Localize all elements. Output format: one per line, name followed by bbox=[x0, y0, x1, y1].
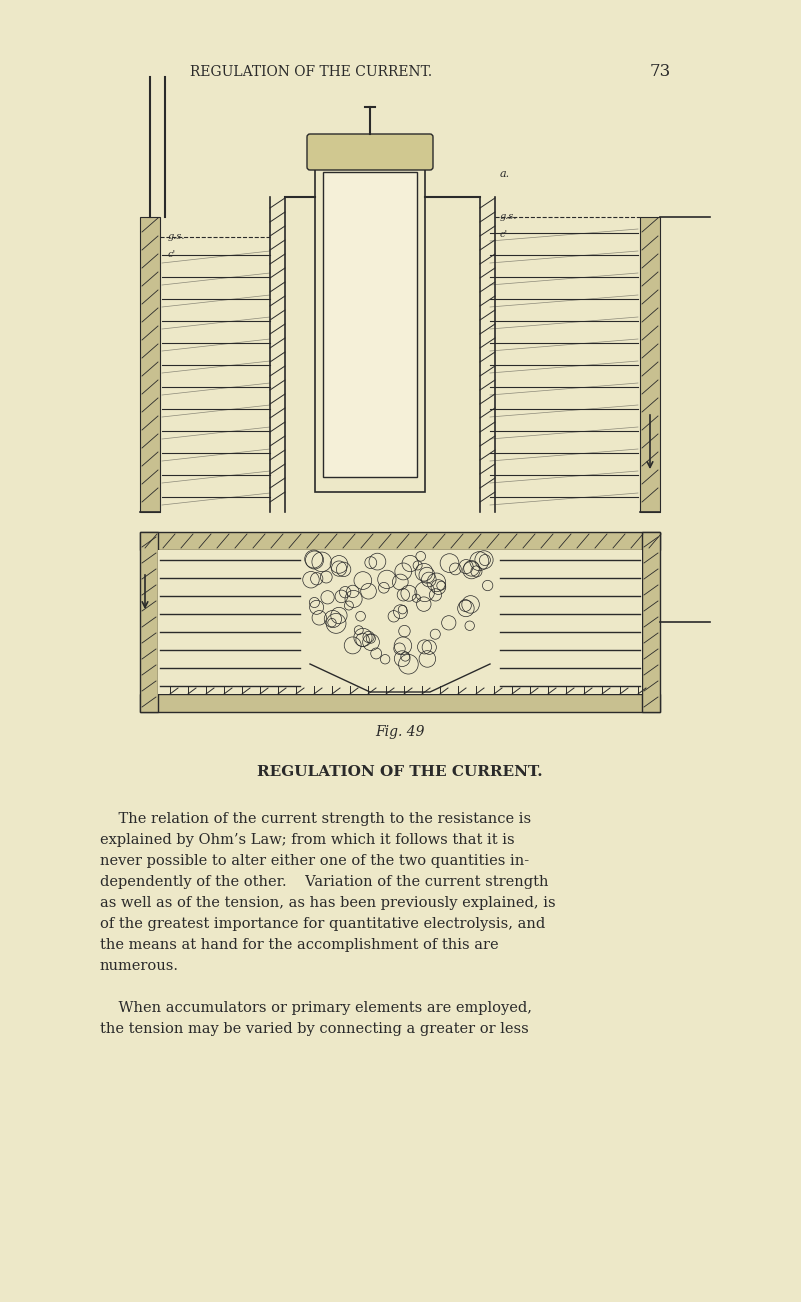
Bar bbox=[140, 694, 660, 712]
Text: the tension may be varied by connecting a greater or less: the tension may be varied by connecting … bbox=[100, 1022, 529, 1036]
Text: g.s.: g.s. bbox=[500, 212, 517, 221]
Text: Fig. 49: Fig. 49 bbox=[375, 725, 425, 740]
Text: c': c' bbox=[500, 230, 508, 240]
Text: g.s.: g.s. bbox=[168, 232, 186, 241]
Bar bbox=[140, 533, 158, 712]
Text: REGULATION OF THE CURRENT.: REGULATION OF THE CURRENT. bbox=[257, 766, 543, 779]
Text: a.: a. bbox=[500, 169, 510, 178]
Text: c': c' bbox=[168, 250, 176, 259]
Text: numerous.: numerous. bbox=[100, 960, 179, 973]
Bar bbox=[640, 217, 660, 512]
FancyBboxPatch shape bbox=[307, 134, 433, 171]
Text: When accumulators or primary elements are employed,: When accumulators or primary elements ar… bbox=[100, 1001, 532, 1016]
Bar bbox=[642, 533, 660, 712]
Text: 73: 73 bbox=[650, 64, 671, 81]
Text: REGULATION OF THE CURRENT.: REGULATION OF THE CURRENT. bbox=[190, 65, 432, 79]
Bar bbox=[140, 217, 160, 512]
Text: of the greatest importance for quantitative electrolysis, and: of the greatest importance for quantitat… bbox=[100, 917, 545, 931]
Bar bbox=[140, 533, 660, 549]
Bar bbox=[315, 158, 425, 492]
Text: as well as of the tension, as has been previously explained, is: as well as of the tension, as has been p… bbox=[100, 896, 556, 910]
Bar bbox=[323, 172, 417, 477]
Text: The relation of the current strength to the resistance is: The relation of the current strength to … bbox=[100, 812, 531, 825]
Text: never possible to alter either one of the two quantities in-: never possible to alter either one of th… bbox=[100, 854, 529, 868]
Text: dependently of the other.    Variation of the current strength: dependently of the other. Variation of t… bbox=[100, 875, 549, 889]
Bar bbox=[158, 549, 642, 694]
Text: the means at hand for the accomplishment of this are: the means at hand for the accomplishment… bbox=[100, 937, 499, 952]
Text: explained by Ohm’s Law; from which it follows that it is: explained by Ohm’s Law; from which it fo… bbox=[100, 833, 514, 848]
